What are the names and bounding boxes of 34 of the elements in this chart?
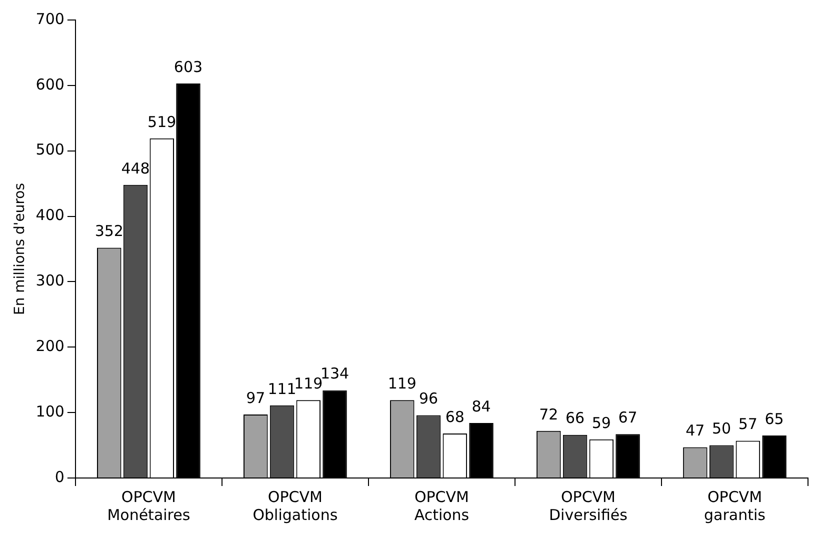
data-label: 96 (418, 390, 438, 408)
x-tick-label: OPCVM garantis (704, 488, 766, 524)
y-tick-label: 400 (36, 206, 64, 224)
y-tick-label: 500 (36, 140, 64, 159)
x-tick-label: OPCVM Monétaires (107, 488, 190, 524)
y-tick-label: 0 (54, 468, 64, 486)
x-tick-label: OPCVM Actions (414, 488, 470, 524)
data-label: 119 (294, 374, 323, 393)
data-label: 84 (472, 397, 491, 416)
x-tick-label: OPCVM Obligations (252, 488, 338, 524)
data-label: 352 (94, 222, 124, 240)
data-label: 603 (174, 58, 203, 76)
data-label: 47 (686, 422, 705, 440)
y-tick-label: 600 (36, 75, 64, 94)
y-tick-label: 100 (36, 402, 64, 420)
y-tick-label: 700 (36, 10, 64, 28)
data-label: 68 (445, 408, 464, 426)
y-tick-label: 200 (36, 337, 64, 356)
y-tick-label: 300 (36, 272, 64, 290)
data-label: 111 (268, 380, 296, 398)
data-label: 72 (539, 405, 558, 424)
data-label: 59 (592, 414, 611, 432)
data-label: 97 (246, 388, 266, 407)
data-label: 134 (320, 364, 350, 383)
data-label: 67 (618, 408, 638, 427)
data-label: 65 (764, 410, 784, 428)
data-label: 119 (388, 374, 416, 393)
data-label: 448 (121, 159, 150, 178)
x-tick-label: OPCVM Diversifiés (548, 488, 628, 524)
data-label: 519 (148, 112, 176, 131)
data-label: 50 (712, 420, 732, 438)
y-axis-title: En millions d'euros (12, 182, 28, 316)
data-label: 57 (738, 415, 758, 434)
data-label: 66 (565, 409, 585, 428)
